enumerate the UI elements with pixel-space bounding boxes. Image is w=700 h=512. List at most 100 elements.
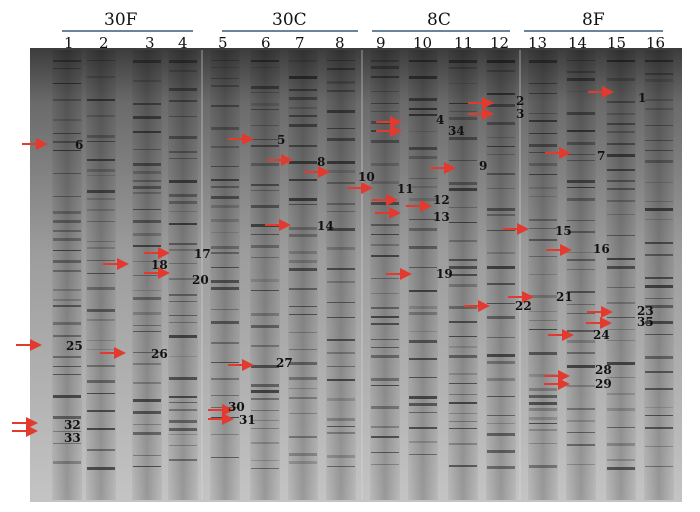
gel-band xyxy=(133,60,161,63)
gel-band xyxy=(371,307,399,309)
band-label-17: 17 xyxy=(194,247,211,261)
gel-band xyxy=(371,60,399,62)
gel-band xyxy=(607,101,635,103)
gel-band xyxy=(251,163,279,166)
band-label-34: 34 xyxy=(448,124,465,138)
gel-band xyxy=(211,434,239,435)
gel-band xyxy=(289,332,317,333)
gel-band xyxy=(211,252,239,254)
gel-band xyxy=(289,161,317,164)
gel-band xyxy=(567,313,595,314)
gel-band xyxy=(169,356,197,357)
gel-band xyxy=(53,150,81,151)
gel-band xyxy=(327,170,355,173)
gel-band xyxy=(289,60,317,62)
gel-band xyxy=(487,173,515,175)
gel-band xyxy=(53,431,81,432)
gel-band xyxy=(645,208,673,211)
gel-band xyxy=(567,444,595,446)
gel-band xyxy=(371,347,399,348)
lane-label-5: 5 xyxy=(218,34,228,52)
gel-band xyxy=(529,120,557,122)
gel-band xyxy=(567,160,595,161)
gel-band xyxy=(449,188,477,191)
gel-band xyxy=(211,219,239,222)
gel-band xyxy=(53,335,81,337)
gel-band xyxy=(607,235,635,236)
gel-band xyxy=(327,317,355,318)
gel-band xyxy=(529,423,557,424)
gel-band xyxy=(371,436,399,438)
gel-band xyxy=(289,397,317,399)
gel-band xyxy=(449,103,477,104)
gel-band xyxy=(529,60,557,63)
gel-band xyxy=(567,420,595,422)
gel-band xyxy=(211,417,239,418)
gel-band xyxy=(87,349,115,350)
gel-band xyxy=(251,145,279,147)
gel-band xyxy=(371,426,399,428)
gel-band xyxy=(169,445,197,446)
lanes-layer xyxy=(52,50,674,500)
gel-band xyxy=(449,373,477,375)
gel-band xyxy=(449,284,477,287)
gel-band xyxy=(409,427,437,429)
gel-band xyxy=(409,108,437,110)
gel-band xyxy=(409,219,437,220)
gel-band xyxy=(87,319,115,321)
gel-band xyxy=(645,73,673,75)
gel-band xyxy=(251,460,279,461)
gel-band xyxy=(371,378,399,381)
gel-lane xyxy=(250,50,280,500)
gel-band xyxy=(449,111,477,112)
gel-band xyxy=(645,321,673,324)
gel-band xyxy=(371,255,399,257)
gel-band xyxy=(53,366,81,367)
gel-band xyxy=(133,399,161,402)
gel-band xyxy=(449,222,477,223)
gel-band xyxy=(87,380,115,383)
band-label-27: 27 xyxy=(276,356,293,370)
gel-band xyxy=(133,331,161,332)
gel-band xyxy=(133,312,161,315)
lane-label-10: 10 xyxy=(413,34,432,52)
gel-band xyxy=(133,131,161,133)
gel-band xyxy=(211,280,239,283)
gel-band xyxy=(169,459,197,461)
gel-band xyxy=(251,410,279,411)
gel-band xyxy=(251,384,279,387)
band-label-15: 15 xyxy=(555,224,572,238)
gel-band xyxy=(567,71,595,73)
gel-band xyxy=(607,377,635,378)
gel-band xyxy=(289,107,317,109)
gel-band xyxy=(327,161,355,164)
gel-band xyxy=(409,358,437,360)
gel-band xyxy=(87,428,115,430)
gel-band xyxy=(371,111,399,112)
gel-lane xyxy=(408,50,438,500)
gel-band xyxy=(567,187,595,188)
gel-band xyxy=(607,258,635,260)
gel-band xyxy=(645,466,673,467)
gel-band xyxy=(567,252,595,253)
gel-band xyxy=(251,67,279,68)
band-label-13: 13 xyxy=(433,210,450,224)
gel-band xyxy=(371,278,399,279)
gel-band xyxy=(327,432,355,434)
gel-band xyxy=(607,329,635,330)
band-label-1: 1 xyxy=(638,91,646,105)
gel-band xyxy=(645,388,673,390)
gel-band xyxy=(529,219,557,221)
gel-band xyxy=(409,114,437,116)
gel-band xyxy=(607,302,635,304)
gel-band xyxy=(169,223,197,225)
gel-band xyxy=(449,402,477,404)
gel-band xyxy=(529,465,557,468)
gel-band xyxy=(289,388,317,389)
gel-band xyxy=(53,141,81,143)
gel-band xyxy=(289,251,317,254)
gel-band xyxy=(169,322,197,323)
gel-band xyxy=(529,311,557,312)
gel-band xyxy=(529,374,557,377)
gel-band xyxy=(487,208,515,211)
